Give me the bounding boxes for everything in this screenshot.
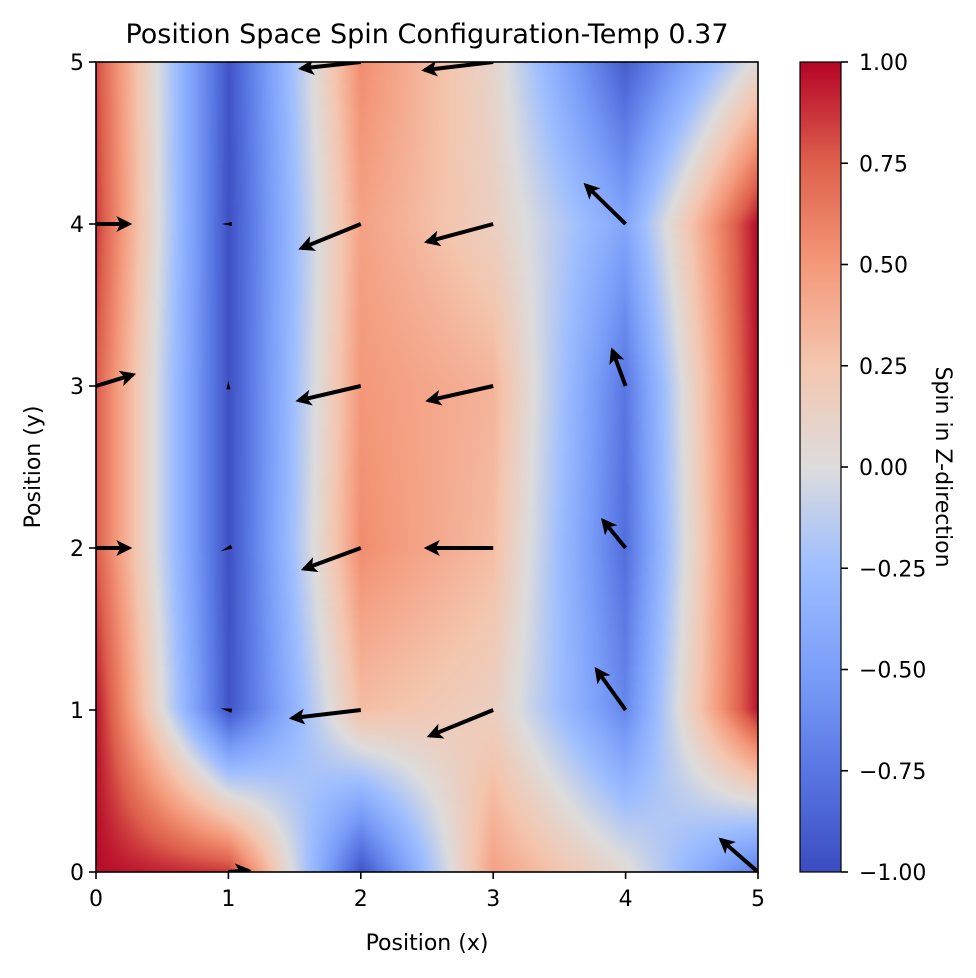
colorbar-tick-label: 0.25: [859, 355, 908, 380]
quiver-arrow: [300, 546, 362, 573]
quiver-layer: [96, 62, 758, 872]
colorbar-tick-label: 0.00: [859, 456, 908, 481]
quiver-arrow: [423, 222, 494, 247]
heatmap: [96, 62, 758, 872]
quiver-arrow: [594, 666, 628, 712]
quiver-arrow: [298, 62, 362, 76]
x-tick-label: 4: [619, 887, 633, 912]
x-axis-label: Position (x): [366, 931, 489, 956]
quiver-arrow: [220, 544, 233, 552]
y-tick-label: 3: [70, 375, 84, 400]
quiver-arrow: [295, 384, 362, 406]
quiver-arrow: [221, 221, 232, 227]
quiver-arrow: [609, 347, 628, 387]
heatmap-image: [96, 62, 758, 872]
colorbar-tick-label: 0.50: [859, 254, 908, 279]
x-tick-label: 0: [89, 887, 103, 912]
colorbar-tick-label: −0.25: [859, 557, 926, 582]
y-tick-label: 1: [70, 699, 84, 724]
chart-title: Position Space Spin Configuration-Temp 0…: [125, 19, 728, 50]
colorbar-tick-label: −0.75: [859, 760, 926, 785]
x-tick-label: 5: [751, 887, 765, 912]
y-tick-label: 4: [70, 213, 84, 238]
quiver-arrow: [426, 708, 494, 739]
y-axis-label: Position (y): [21, 406, 46, 529]
x-tick-label: 2: [354, 887, 368, 912]
y-tick-label: 0: [70, 861, 84, 886]
quiver-arrow: [220, 708, 233, 713]
quiver-arrow: [421, 62, 494, 77]
quiver-arrow: [601, 517, 628, 550]
colorbar-tick-label: −0.50: [859, 659, 926, 684]
colorbar-label: Spin in Z-direction: [930, 366, 955, 567]
quiver-arrow: [226, 381, 231, 390]
colorbar-tick-label: 1.00: [859, 51, 908, 76]
y-tick-label: 2: [70, 537, 84, 562]
plot-frame: [95, 61, 759, 873]
quiver-arrow: [718, 837, 758, 872]
quiver-arrow: [298, 222, 362, 251]
y-tick-label: 5: [70, 51, 84, 76]
colorbar-axis: 1.00 0.75 0.50 0.25 0.00 −0.25 −0.50 −0.75 −1.00: [841, 51, 926, 886]
quiver-arrow: [96, 370, 137, 388]
colorbar-tick-label: 0.75: [859, 152, 908, 177]
quiver-arrow: [583, 182, 627, 226]
quiver-arrow: [425, 384, 494, 406]
x-tick-label: 1: [221, 887, 235, 912]
colorbar: [800, 62, 841, 872]
x-tick-label: 3: [486, 887, 500, 912]
x-axis: 0 1 2 3 4 5: [89, 872, 765, 912]
quiver-arrow: [288, 708, 362, 725]
colorbar-tick-label: −1.00: [859, 861, 926, 886]
y-axis: 0 1 2 3 4 5: [70, 51, 96, 886]
